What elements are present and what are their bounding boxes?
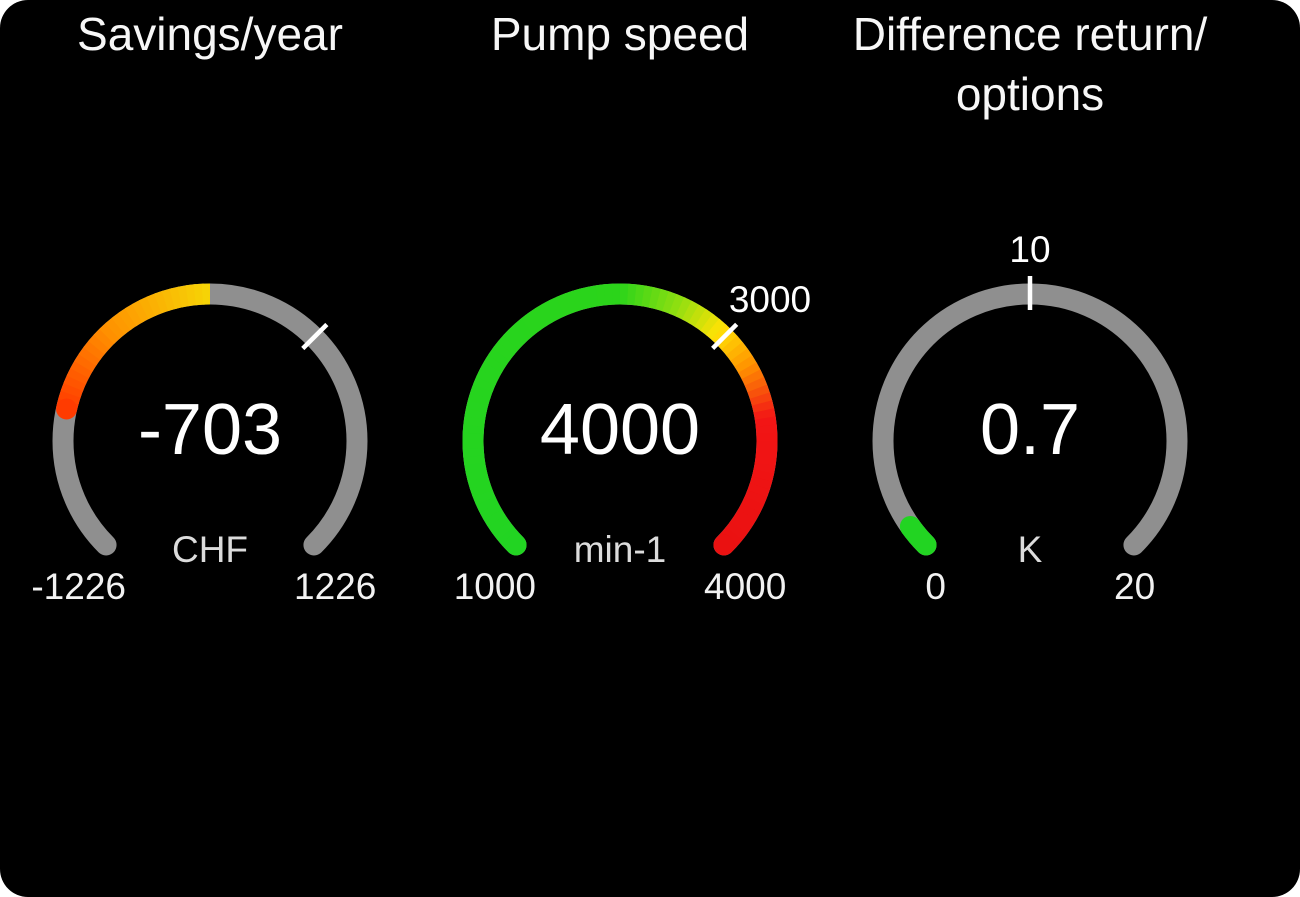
gauge-unit: CHF xyxy=(171,529,249,570)
gauge-arc xyxy=(52,283,368,556)
gauge-min-label: 1000 xyxy=(453,566,536,607)
gauge-unit: K xyxy=(1017,529,1043,570)
gauge-pump-speed: Pump speed 4000 min-1 1000 4000 3000 xyxy=(415,0,825,660)
gauge-savings-year: Savings/year -703 CHF -1226 1226 xyxy=(5,0,415,660)
gauge-max-label: 1226 xyxy=(294,566,377,607)
gauge-difference-return-options: Difference return/ options 0.7 K 0 20 10 xyxy=(825,0,1235,660)
gauge-title: Pump speed xyxy=(490,8,750,60)
gauge-value: -703 xyxy=(137,390,283,470)
gauge-threshold-label: 10 xyxy=(1009,229,1051,270)
gauge-max-label: 4000 xyxy=(704,566,787,607)
gauge-threshold-label: 3000 xyxy=(728,279,812,321)
gauge-value: 4000 xyxy=(539,390,701,470)
gauge-max-label: 20 xyxy=(1114,566,1156,607)
gauge-title: Difference return/ options xyxy=(852,8,1208,120)
gauge-min-label: 0 xyxy=(925,566,946,607)
gauge-arc xyxy=(462,283,778,556)
gauge-min-label: -1226 xyxy=(31,566,126,607)
gauge-value: 0.7 xyxy=(979,390,1081,470)
gauge-arc xyxy=(872,276,1188,556)
gauge-title: Savings/year xyxy=(77,8,343,60)
gauge-unit: min-1 xyxy=(573,529,667,570)
